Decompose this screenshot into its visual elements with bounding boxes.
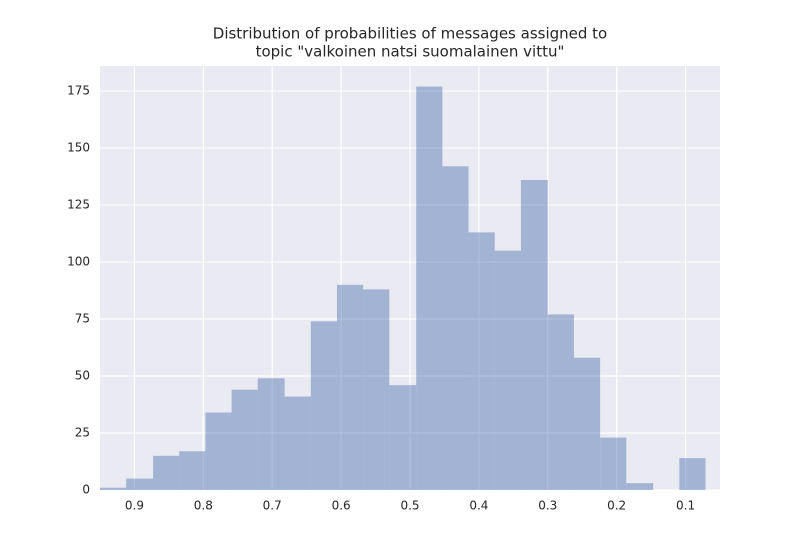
y-tick-label: 50 xyxy=(75,369,90,383)
bar xyxy=(336,284,364,490)
bar xyxy=(389,385,417,490)
x-tick-label: 0.3 xyxy=(538,499,557,513)
y-tick-label: 175 xyxy=(67,84,90,98)
bar xyxy=(231,389,258,490)
bar xyxy=(494,250,521,490)
x-tick-label: 0.6 xyxy=(332,499,351,513)
y-tick-label: 150 xyxy=(67,141,90,155)
bar xyxy=(363,289,390,490)
y-tick-label: 25 xyxy=(75,426,90,440)
x-tick-label: 0.5 xyxy=(400,499,419,513)
chart-title: topic "valkoinen natsi suomalainen vittu… xyxy=(256,43,565,61)
bar xyxy=(573,357,601,490)
bar xyxy=(547,314,574,490)
y-tick-label: 125 xyxy=(67,198,90,212)
x-tick-label: 0.9 xyxy=(125,499,144,513)
bar xyxy=(100,487,127,490)
bar xyxy=(626,483,654,490)
bar xyxy=(468,232,495,490)
y-tick-label: 75 xyxy=(75,312,90,326)
bar xyxy=(126,478,154,490)
bar xyxy=(179,451,206,490)
x-tick-label: 0.8 xyxy=(194,499,213,513)
y-tick-label: 0 xyxy=(82,483,90,497)
x-tick-label: 0.7 xyxy=(263,499,282,513)
bar xyxy=(679,458,706,490)
bar xyxy=(310,321,337,490)
bar xyxy=(284,396,311,490)
bar xyxy=(600,437,627,490)
x-tick-label: 0.2 xyxy=(607,499,626,513)
bar xyxy=(257,378,285,490)
bar xyxy=(416,86,443,491)
bar xyxy=(205,412,232,490)
x-tick-label: 0.4 xyxy=(469,499,488,513)
y-tick-label: 100 xyxy=(67,255,90,269)
x-tick-label: 0.1 xyxy=(676,499,695,513)
bar xyxy=(442,166,469,490)
bar xyxy=(520,179,548,490)
bar xyxy=(153,455,180,490)
chart-title: Distribution of probabilities of message… xyxy=(213,25,607,43)
